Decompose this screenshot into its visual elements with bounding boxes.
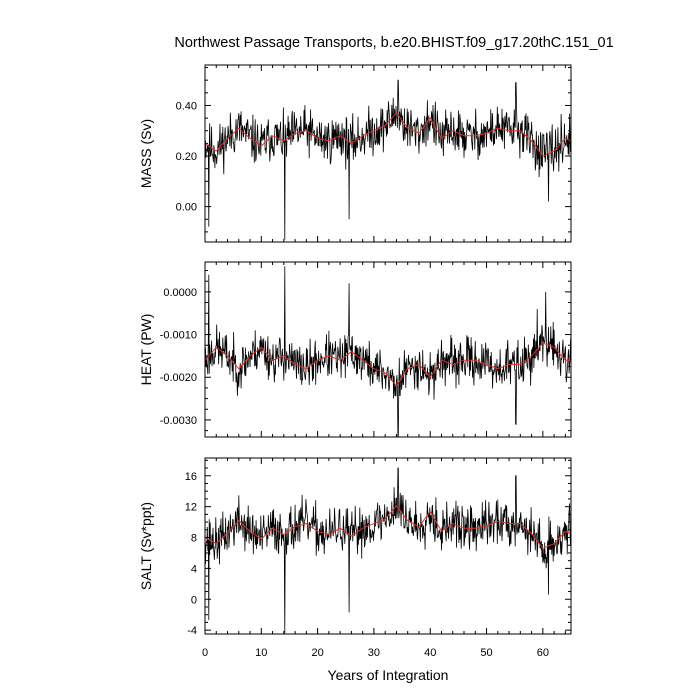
y-axis-label: SALT (Sv*ppt)	[138, 502, 154, 590]
x-tick-label: 30	[368, 647, 380, 659]
x-tick-label: 20	[311, 647, 323, 659]
y-axis-label: MASS (Sv)	[138, 119, 154, 188]
y-tick-label: 0.40	[176, 100, 197, 112]
x-tick-label: 60	[537, 647, 549, 659]
x-tick-label: 40	[424, 647, 436, 659]
y-tick-label: 16	[185, 471, 197, 483]
salt-panel: -4 0 4 8 12 16 SALT (Sv*ppt) 0 10 20 30 40 50 60 Years…	[138, 457, 572, 683]
y-tick-label: 0	[191, 594, 197, 606]
y-axis-label: HEAT (PW)	[138, 314, 154, 386]
y-tick-label: -0.0010	[160, 330, 197, 342]
heat-panel: -0.0030 -0.0020 -0.0010 0.0000 HEAT (PW)	[138, 261, 572, 438]
x-tick-label: 10	[255, 647, 267, 659]
y-tick-label: 0.0000	[163, 287, 197, 299]
y-tick-label: -4	[187, 625, 197, 637]
smoothed-series-line	[204, 342, 571, 387]
smoothed-series-line	[204, 112, 572, 157]
y-tick-label: 0.20	[176, 151, 197, 163]
plot-frame	[204, 457, 572, 635]
y-tick-label: 8	[191, 533, 197, 545]
chart-title: Northwest Passage Transports, b.e20.BHIS…	[174, 35, 613, 51]
y-tick-label: 4	[191, 563, 197, 575]
raw-series-line	[204, 266, 572, 438]
y-tick-label: -0.0030	[160, 415, 197, 427]
plot-frame	[204, 64, 572, 243]
smoothed-series-line	[204, 505, 572, 549]
raw-series-line	[204, 467, 572, 634]
x-tick-label: 0	[202, 647, 208, 659]
raw-series-line	[204, 79, 572, 240]
y-tick-label: 0.00	[176, 202, 197, 214]
x-tick-label: 50	[480, 647, 492, 659]
x-axis-label: Years of Integration	[328, 667, 449, 683]
plot-frame	[204, 261, 572, 438]
mass-panel: 0.00 0.20 0.40 MASS (Sv)	[138, 64, 572, 243]
y-tick-label: -0.0020	[160, 372, 197, 384]
y-tick-label: 12	[185, 502, 197, 514]
